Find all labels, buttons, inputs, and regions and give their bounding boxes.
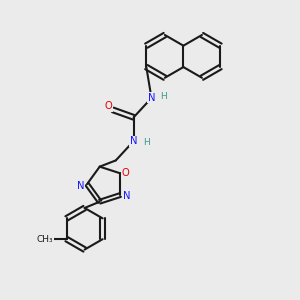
Text: O: O <box>122 168 130 178</box>
Text: H: H <box>143 138 149 147</box>
Text: N: N <box>77 181 84 191</box>
Text: N: N <box>148 93 155 103</box>
Text: H: H <box>160 92 167 101</box>
Text: N: N <box>130 136 137 146</box>
Text: CH₃: CH₃ <box>37 235 53 244</box>
Text: O: O <box>104 101 112 111</box>
Text: N: N <box>123 191 130 202</box>
